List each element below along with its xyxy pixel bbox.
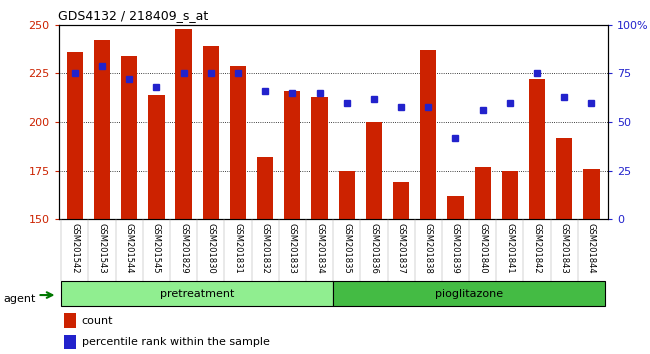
Bar bbox=[420, 50, 436, 219]
Bar bbox=[311, 97, 328, 219]
Text: GSM201833: GSM201833 bbox=[288, 223, 297, 273]
Text: GSM201843: GSM201843 bbox=[560, 223, 569, 273]
Text: GSM201835: GSM201835 bbox=[342, 223, 351, 273]
Text: pretreatment: pretreatment bbox=[160, 289, 235, 299]
Text: GSM201838: GSM201838 bbox=[424, 223, 433, 273]
Bar bbox=[474, 167, 491, 219]
Text: GDS4132 / 218409_s_at: GDS4132 / 218409_s_at bbox=[58, 9, 209, 22]
Bar bbox=[203, 46, 219, 219]
Bar bbox=[94, 40, 110, 219]
Bar bbox=[121, 56, 137, 219]
Bar bbox=[284, 91, 300, 219]
Bar bbox=[339, 171, 355, 219]
Text: GSM201834: GSM201834 bbox=[315, 223, 324, 273]
Text: agent: agent bbox=[3, 294, 36, 304]
Bar bbox=[67, 52, 83, 219]
Bar bbox=[230, 65, 246, 219]
Text: GSM201844: GSM201844 bbox=[587, 223, 596, 273]
Text: pioglitazone: pioglitazone bbox=[435, 289, 503, 299]
Bar bbox=[176, 29, 192, 219]
Bar bbox=[447, 196, 463, 219]
Bar bbox=[529, 79, 545, 219]
Bar bbox=[333, 281, 605, 306]
Bar bbox=[257, 157, 273, 219]
Bar bbox=[64, 335, 76, 349]
Bar bbox=[64, 313, 76, 328]
Bar bbox=[556, 138, 573, 219]
Text: count: count bbox=[81, 315, 113, 326]
Text: percentile rank within the sample: percentile rank within the sample bbox=[81, 337, 270, 347]
Bar bbox=[366, 122, 382, 219]
Text: GSM201542: GSM201542 bbox=[70, 223, 79, 273]
Text: GSM201832: GSM201832 bbox=[261, 223, 270, 273]
Text: GSM201840: GSM201840 bbox=[478, 223, 487, 273]
Bar bbox=[148, 95, 164, 219]
Text: GSM201544: GSM201544 bbox=[125, 223, 134, 273]
Text: GSM201841: GSM201841 bbox=[505, 223, 514, 273]
Bar bbox=[583, 169, 599, 219]
Text: GSM201842: GSM201842 bbox=[532, 223, 541, 273]
Text: GSM201836: GSM201836 bbox=[369, 223, 378, 273]
Text: GSM201543: GSM201543 bbox=[98, 223, 107, 273]
Text: GSM201829: GSM201829 bbox=[179, 223, 188, 273]
Text: GSM201839: GSM201839 bbox=[451, 223, 460, 273]
Text: GSM201830: GSM201830 bbox=[206, 223, 215, 273]
Text: GSM201831: GSM201831 bbox=[233, 223, 242, 273]
Bar bbox=[393, 182, 410, 219]
Bar bbox=[502, 171, 518, 219]
Text: GSM201545: GSM201545 bbox=[152, 223, 161, 273]
Bar bbox=[61, 281, 333, 306]
Text: GSM201837: GSM201837 bbox=[396, 223, 406, 273]
